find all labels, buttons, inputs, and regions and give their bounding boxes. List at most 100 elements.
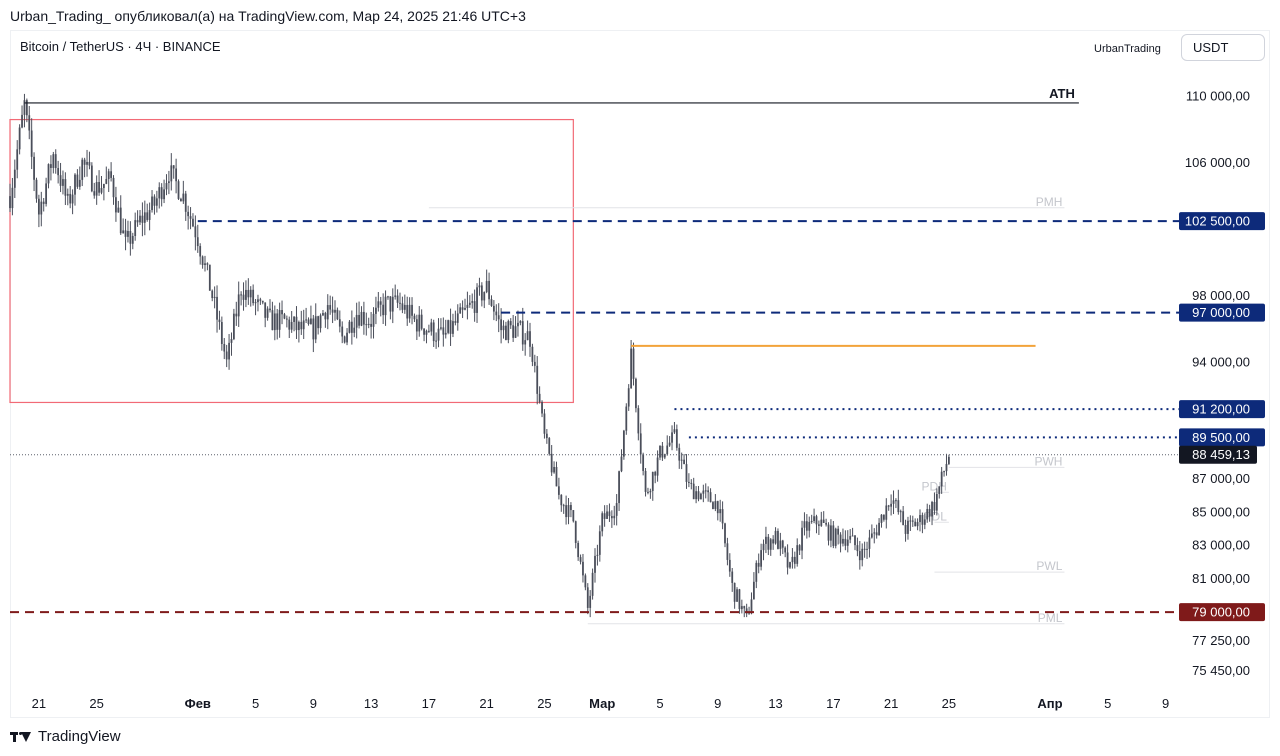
candle-body <box>220 322 223 344</box>
candle-body <box>331 309 334 313</box>
candle-body <box>329 305 332 310</box>
candle-body <box>261 300 264 303</box>
candle-body <box>372 313 375 327</box>
candle-body <box>497 315 500 320</box>
candle-body <box>808 521 811 531</box>
x-tick-label: 9 <box>1162 696 1169 711</box>
candle-body <box>637 408 640 434</box>
candle-body <box>733 582 736 602</box>
candle-body <box>9 196 11 209</box>
candle-body <box>187 211 190 217</box>
candle-body <box>678 447 681 461</box>
candle-body <box>895 500 897 502</box>
candle-body <box>418 314 421 332</box>
candle-body <box>223 343 226 352</box>
candle-body <box>175 168 178 182</box>
candle-body <box>779 540 782 549</box>
candle-body <box>555 466 558 487</box>
candle-body <box>553 466 555 473</box>
candle-body <box>216 296 218 320</box>
y-tick-label: 81 000,00 <box>1192 571 1250 586</box>
candle-body <box>148 210 151 220</box>
candle-body <box>899 511 902 513</box>
candle-body <box>396 295 399 303</box>
candle-body <box>391 296 394 312</box>
candle-body <box>541 401 543 414</box>
candle-body <box>466 304 469 308</box>
candle-body <box>639 433 642 455</box>
x-tick-label: 25 <box>537 696 551 711</box>
candle-body <box>177 181 180 199</box>
candle-body <box>709 492 712 503</box>
candle-body <box>921 515 924 525</box>
candle-body <box>208 264 211 291</box>
x-tick-label: 13 <box>768 696 782 711</box>
candle-body <box>172 165 175 169</box>
candle-body <box>11 187 14 209</box>
candle-body <box>577 542 580 558</box>
candle-body <box>767 536 770 550</box>
candle-body <box>95 182 98 196</box>
x-tick-label: 13 <box>364 696 378 711</box>
candle-body <box>863 548 866 550</box>
candle-body <box>680 459 683 461</box>
candle-body <box>117 207 120 213</box>
candle-body <box>928 508 931 517</box>
candle-body <box>683 459 685 465</box>
candle-body <box>25 100 28 116</box>
candle-body <box>100 188 103 193</box>
candle-body <box>868 537 871 549</box>
candle-body <box>468 302 471 305</box>
candle-body <box>66 193 69 196</box>
x-tick-label: 5 <box>252 696 259 711</box>
currency-selector[interactable]: USDT <box>1181 34 1265 61</box>
candle-body <box>692 483 695 500</box>
candle-body <box>399 302 401 304</box>
candle-body <box>199 246 202 257</box>
candle-body <box>517 322 519 327</box>
x-tick-label: 9 <box>714 696 721 711</box>
candle-body <box>584 575 587 588</box>
x-tick-label: 17 <box>422 696 436 711</box>
candle-body <box>129 230 132 244</box>
candle-body <box>649 490 652 493</box>
candle-body <box>343 336 346 343</box>
x-tick-label: 9 <box>310 696 317 711</box>
candle-body <box>938 486 941 494</box>
candle-body <box>42 201 45 204</box>
candle-body <box>839 534 842 544</box>
candle-body <box>78 179 81 187</box>
candle-body <box>305 319 308 321</box>
candle-body <box>700 493 702 500</box>
candle-body <box>435 340 438 342</box>
candle-body <box>406 304 409 319</box>
candle-body <box>346 332 348 343</box>
level-badge <box>1179 303 1265 322</box>
candle-body <box>904 525 907 534</box>
candle-body <box>319 315 322 329</box>
candle-body <box>206 263 209 265</box>
candle-body <box>456 313 459 323</box>
candle-body <box>880 514 883 523</box>
candle-body <box>687 481 690 483</box>
level-badge-label: 91 200,00 <box>1192 402 1250 417</box>
candle-body <box>582 561 584 576</box>
candle-body <box>909 520 912 522</box>
candle-body <box>875 532 878 536</box>
candle-body <box>943 471 945 473</box>
candle-body <box>892 500 895 504</box>
x-tick-label: Апр <box>1037 696 1062 711</box>
candle-body <box>586 587 589 608</box>
candle-body <box>589 595 592 608</box>
y-tick-label: 83 000,00 <box>1192 538 1250 553</box>
candle-body <box>312 318 315 340</box>
candle-body <box>931 501 933 517</box>
candle-body <box>654 471 657 476</box>
candle-body <box>432 322 435 342</box>
y-tick-label: 98 000,00 <box>1192 288 1250 303</box>
candle-body <box>254 302 257 304</box>
level-badge-label: 79 000,00 <box>1192 605 1250 620</box>
candle-body <box>514 326 517 338</box>
candle-body <box>796 545 799 564</box>
